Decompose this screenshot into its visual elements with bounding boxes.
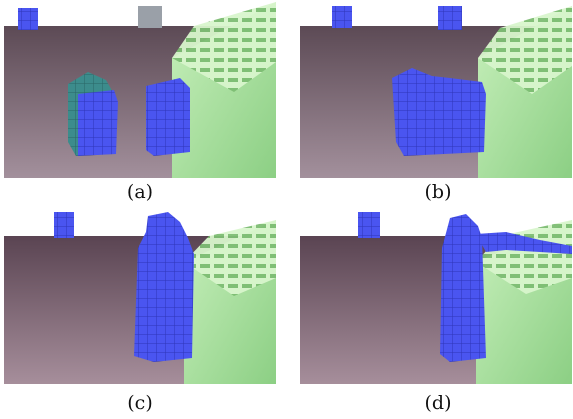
far-block-right [438, 6, 462, 30]
block-structure-blue [392, 68, 486, 156]
caption-b: (b) [424, 181, 452, 203]
panel-d-image [300, 208, 572, 384]
green-wall-top [172, 2, 276, 92]
panel-c-scene [4, 208, 276, 384]
panel-b-scene [300, 2, 572, 178]
far-block-grey [138, 6, 162, 28]
panel-b-image [300, 2, 572, 178]
block-tower-blue [134, 212, 194, 362]
block-structure-blue-b [146, 78, 190, 156]
caption-c: (c) [127, 392, 153, 414]
block-arm-blue [476, 232, 572, 254]
far-block-left [54, 212, 74, 238]
panel-a-image [4, 2, 276, 178]
caption-d: (d) [424, 392, 452, 414]
far-block-left [332, 6, 352, 28]
panel-c-image [4, 208, 276, 384]
panel-a-scene [4, 2, 276, 178]
panel-d-scene [300, 208, 572, 384]
green-wall-top [478, 6, 572, 94]
green-wall-top [184, 220, 276, 296]
block-tower-blue [440, 214, 486, 362]
far-block-left [18, 8, 38, 30]
caption-a: (a) [126, 181, 154, 203]
far-block-left [358, 212, 380, 238]
block-structure-blue-a [78, 90, 118, 156]
